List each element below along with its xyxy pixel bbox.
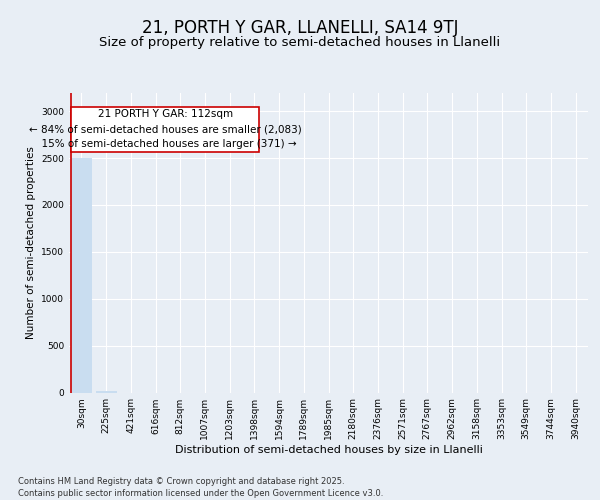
Bar xyxy=(71,158,92,392)
Text: Contains HM Land Registry data © Crown copyright and database right 2025.
Contai: Contains HM Land Registry data © Crown c… xyxy=(18,476,383,498)
Text: Size of property relative to semi-detached houses in Llanelli: Size of property relative to semi-detach… xyxy=(100,36,500,49)
X-axis label: Distribution of semi-detached houses by size in Llanelli: Distribution of semi-detached houses by … xyxy=(175,445,482,455)
Text: 21, PORTH Y GAR, LLANELLI, SA14 9TJ: 21, PORTH Y GAR, LLANELLI, SA14 9TJ xyxy=(142,19,458,37)
Bar xyxy=(95,390,116,392)
Y-axis label: Number of semi-detached properties: Number of semi-detached properties xyxy=(26,146,35,339)
Text: 21 PORTH Y GAR: 112sqm
← 84% of semi-detached houses are smaller (2,083)
  15% o: 21 PORTH Y GAR: 112sqm ← 84% of semi-det… xyxy=(29,110,302,149)
FancyBboxPatch shape xyxy=(71,106,259,152)
